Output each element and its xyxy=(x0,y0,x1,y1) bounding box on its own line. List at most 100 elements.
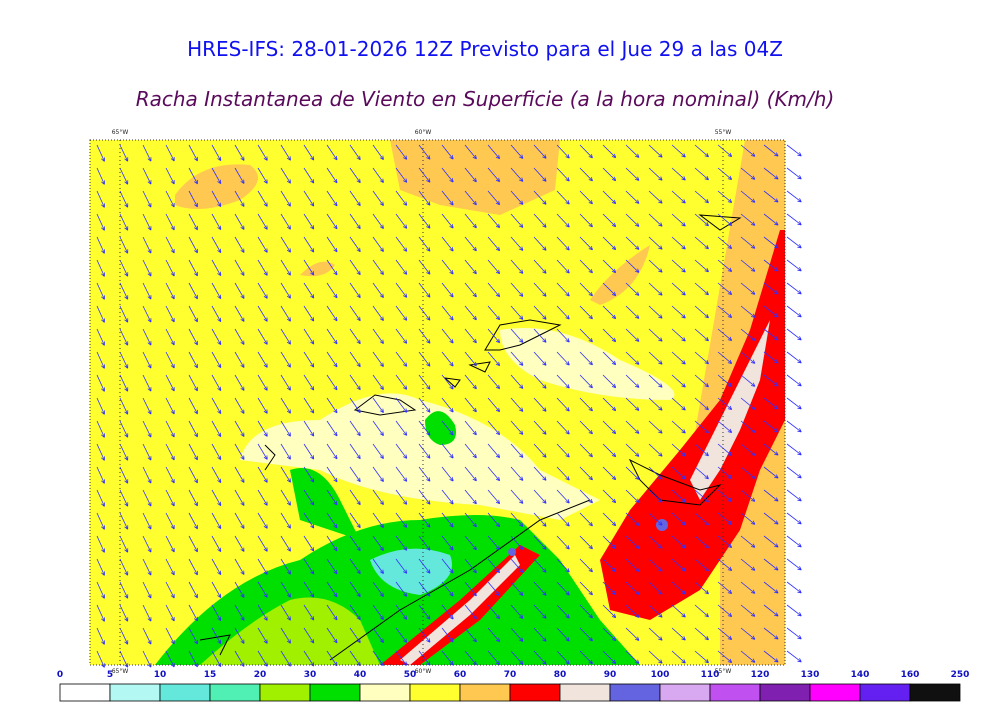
wind-arrow xyxy=(648,328,663,342)
wind-arrow xyxy=(395,374,408,390)
wind-arrow xyxy=(533,144,547,159)
wind-arrow xyxy=(395,282,408,298)
wind-arrow xyxy=(556,581,570,596)
wind-arrow xyxy=(280,305,291,322)
coastlines xyxy=(199,214,742,661)
wind-arrow xyxy=(349,328,361,345)
wind-arrow xyxy=(188,236,198,254)
wind-arrow xyxy=(786,167,802,180)
wind-arrow xyxy=(625,351,640,365)
wind-arrow xyxy=(188,489,198,507)
wind-arrow xyxy=(349,558,361,575)
wind-arrow xyxy=(418,535,431,551)
colorbar-tick-label: 100 xyxy=(651,670,670,680)
wind-arrow xyxy=(579,328,593,343)
wind-arrow xyxy=(303,512,315,529)
wind-arrow xyxy=(96,512,105,530)
wind-arrow xyxy=(763,558,779,571)
field xyxy=(500,328,675,400)
wind-arrow xyxy=(740,650,756,663)
wind-arrow xyxy=(234,167,245,184)
wind-arrow xyxy=(326,627,338,644)
wind-arrow xyxy=(648,512,663,526)
wind-arrow xyxy=(763,351,779,364)
wind-arrow xyxy=(487,351,501,367)
wind-arrows xyxy=(96,144,802,668)
wind-arrow xyxy=(464,397,477,413)
wind-arrow xyxy=(579,604,593,619)
field xyxy=(200,597,380,665)
wind-arrow xyxy=(418,236,431,252)
wind-arrow xyxy=(671,443,686,457)
wind-arrow xyxy=(648,443,663,457)
wind-arrow xyxy=(280,144,291,161)
wind-arrow xyxy=(395,558,408,574)
wind-arrow xyxy=(694,397,709,411)
wind-arrow xyxy=(533,466,547,481)
wind-arrow xyxy=(464,282,477,298)
wind-arrow xyxy=(625,581,640,595)
wind-arrow xyxy=(211,604,222,622)
wind-arrow xyxy=(510,351,524,366)
wind-arrow xyxy=(96,466,105,484)
wind-arrow xyxy=(234,627,245,644)
wind-arrow xyxy=(740,558,756,571)
wind-arrow xyxy=(280,282,291,299)
wind-arrow xyxy=(142,144,152,162)
wind-arrow xyxy=(280,512,291,529)
wind-arrow xyxy=(441,627,454,643)
wind-arrow xyxy=(349,489,361,506)
wind-arrow xyxy=(694,443,709,457)
wind-arrow xyxy=(717,282,733,296)
wind-arrow xyxy=(763,650,779,663)
wind-arrow xyxy=(326,236,338,253)
wind-arrow xyxy=(188,420,198,438)
wind-arrow xyxy=(671,328,686,342)
wind-arrow xyxy=(119,328,129,346)
wind-arrow xyxy=(234,558,245,575)
wind-arrow xyxy=(119,282,129,300)
wind-arrow xyxy=(119,627,129,645)
wind-arrow xyxy=(579,512,593,527)
wind-arrow xyxy=(579,305,593,320)
wind-arrow xyxy=(579,558,593,573)
wind-arrow xyxy=(142,259,152,277)
wind-arrow xyxy=(648,627,663,641)
wind-arrow xyxy=(602,489,617,504)
wind-arrow xyxy=(303,420,315,437)
wind-arrow xyxy=(395,213,408,229)
wind-arrow xyxy=(717,236,733,250)
wind-arrow xyxy=(533,489,547,504)
wind-arrow xyxy=(372,259,384,275)
wind-arrow xyxy=(717,190,733,204)
wind-arrow xyxy=(326,581,338,598)
wind-arrow xyxy=(303,466,315,483)
wind-arrow xyxy=(257,236,268,253)
wind-arrow xyxy=(165,305,175,323)
wind-arrow xyxy=(786,374,802,387)
wind-arrow xyxy=(142,328,152,346)
wind-arrow xyxy=(464,305,477,321)
wind-arrow xyxy=(717,650,733,664)
wind-arrow xyxy=(579,351,593,366)
map-fields xyxy=(90,140,785,665)
wind-arrow xyxy=(142,535,152,553)
colorbar-tick-label: 5 xyxy=(107,670,113,680)
wind-arrow xyxy=(579,259,593,274)
wind-arrow xyxy=(326,604,338,621)
wind-arrow xyxy=(625,397,640,411)
wind-arrow xyxy=(694,259,709,273)
colorbar-tick-label: 80 xyxy=(554,670,567,680)
wind-arrow xyxy=(257,190,268,207)
wind-arrow xyxy=(441,213,454,229)
wind-arrow xyxy=(395,236,408,252)
field xyxy=(175,164,258,209)
wind-arrow xyxy=(326,420,338,437)
wind-arrow xyxy=(188,512,198,530)
wind-arrow xyxy=(165,167,175,185)
wind-arrow xyxy=(280,167,291,184)
wind-arrow xyxy=(303,144,315,161)
wind-arrow xyxy=(510,374,524,389)
wind-arrow xyxy=(372,489,384,505)
wind-arrow xyxy=(96,190,105,208)
